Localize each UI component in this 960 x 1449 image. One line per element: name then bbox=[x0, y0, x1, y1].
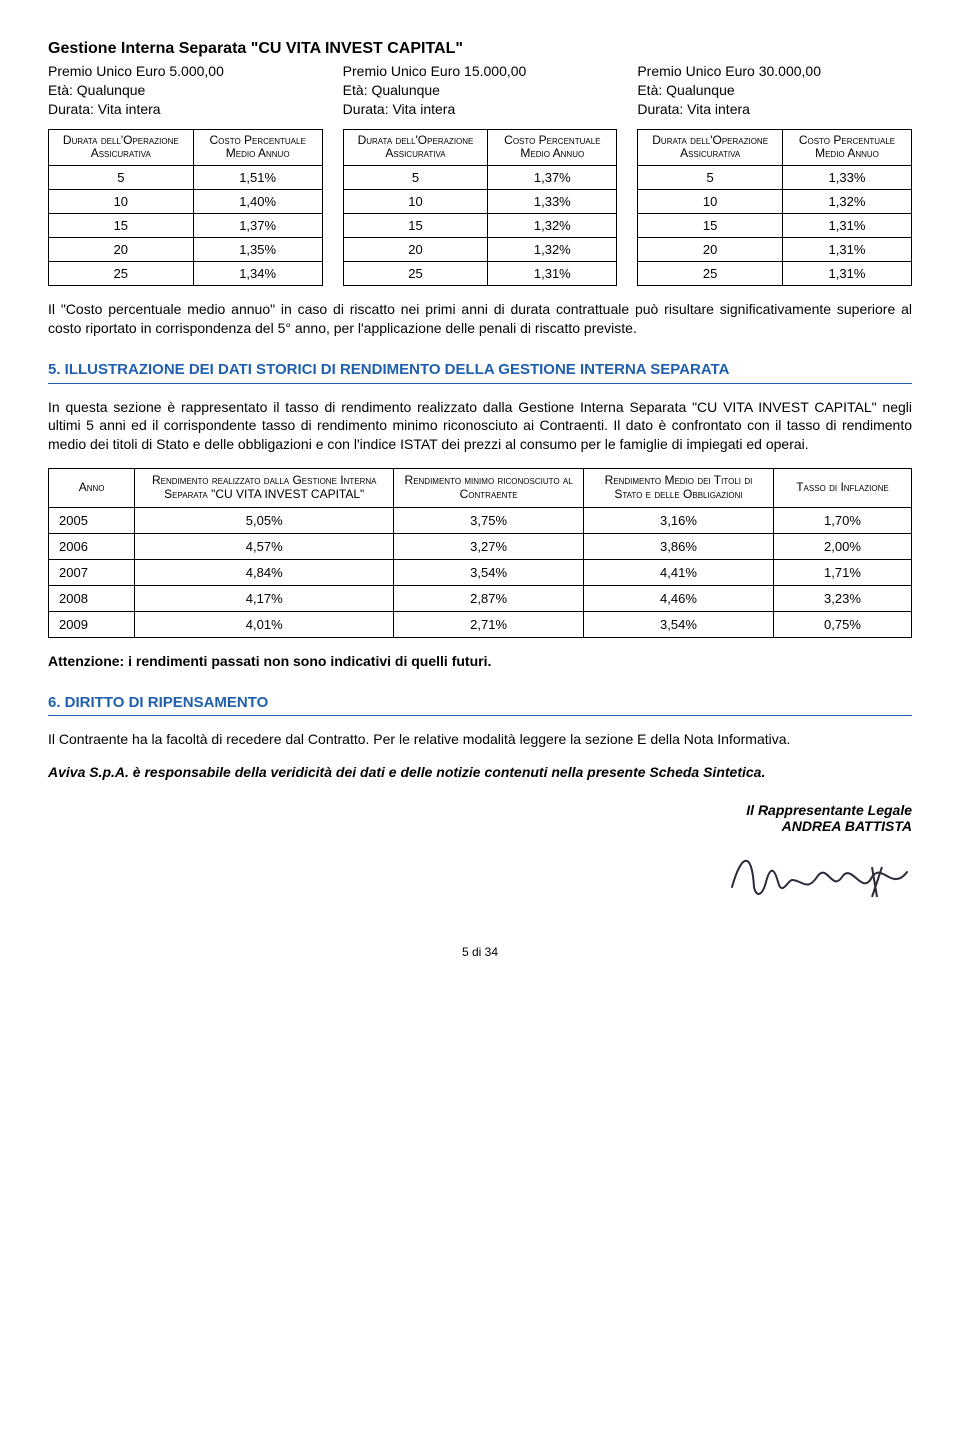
table-row: 201,32% bbox=[343, 238, 617, 262]
table-row: 51,37% bbox=[343, 166, 617, 190]
para-5a: In questa sezione è rappresentato il tas… bbox=[48, 398, 912, 455]
scenario-table: Durata dell'Operazione Assicurativa Cost… bbox=[343, 129, 618, 287]
table-row: 20064,57%3,27%3,86%2,00% bbox=[49, 533, 912, 559]
eta-label: Età: Qualunque bbox=[343, 81, 618, 100]
table-row: 201,31% bbox=[638, 238, 912, 262]
table-row: 151,31% bbox=[638, 214, 912, 238]
signature-block: Il Rappresentante Legale ANDREA BATTISTA bbox=[48, 802, 912, 834]
th-costo: Costo Percentuale Medio Annuo bbox=[193, 129, 322, 166]
th-tasso: Tasso di Inflazione bbox=[773, 469, 911, 508]
eta-label: Età: Qualunque bbox=[48, 81, 323, 100]
table-row: 51,51% bbox=[49, 166, 323, 190]
signature-icon bbox=[48, 842, 912, 905]
th-rend-realizzato: Rendimento realizzato dalla Gestione Int… bbox=[135, 469, 394, 508]
responsibility-text: Aviva S.p.A. è responsabile della veridi… bbox=[48, 763, 912, 782]
table-row: 151,37% bbox=[49, 214, 323, 238]
th-rend-medio: Rendimento Medio dei Titoli di Stato e d… bbox=[584, 469, 774, 508]
th-costo: Costo Percentuale Medio Annuo bbox=[488, 129, 617, 166]
scenario-col: Premio Unico Euro 5.000,00 Età: Qualunqu… bbox=[48, 62, 323, 286]
scenario-table: Durata dell'Operazione Assicurativa Cost… bbox=[48, 129, 323, 287]
scenario-columns: Premio Unico Euro 5.000,00 Età: Qualunqu… bbox=[48, 62, 912, 286]
premio-label: Premio Unico Euro 5.000,00 bbox=[48, 62, 323, 81]
para-6: Il Contraente ha la facoltà di recedere … bbox=[48, 730, 912, 749]
table-row: 201,35% bbox=[49, 238, 323, 262]
page-title: Gestione Interna Separata "CU VITA INVES… bbox=[48, 40, 912, 58]
section-5-heading: 5. ILLUSTRAZIONE DEI DATI STORICI DI REN… bbox=[48, 360, 912, 380]
history-table: Anno Rendimento realizzato dalla Gestion… bbox=[48, 468, 912, 638]
th-costo: Costo Percentuale Medio Annuo bbox=[782, 129, 911, 166]
table-row: 251,31% bbox=[343, 262, 617, 286]
page-footer: 5 di 34 bbox=[48, 945, 912, 959]
warning-text: Attenzione: i rendimenti passati non son… bbox=[48, 652, 912, 671]
premio-label: Premio Unico Euro 15.000,00 bbox=[343, 62, 618, 81]
table-row: 20094,01%2,71%3,54%0,75% bbox=[49, 611, 912, 637]
rep-name: ANDREA BATTISTA bbox=[48, 818, 912, 834]
scenario-table: Durata dell'Operazione Assicurativa Cost… bbox=[637, 129, 912, 287]
para-costo: Il "Costo percentuale medio annuo" in ca… bbox=[48, 300, 912, 338]
th-anno: Anno bbox=[49, 469, 135, 508]
rep-label: Il Rappresentante Legale bbox=[48, 802, 912, 818]
table-row: 20055,05%3,75%3,16%1,70% bbox=[49, 507, 912, 533]
table-row: 101,33% bbox=[343, 190, 617, 214]
table-row: 151,32% bbox=[343, 214, 617, 238]
th-durata: Durata dell'Operazione Assicurativa bbox=[638, 129, 783, 166]
table-row: 251,31% bbox=[638, 262, 912, 286]
premio-label: Premio Unico Euro 30.000,00 bbox=[637, 62, 912, 81]
table-row: 101,40% bbox=[49, 190, 323, 214]
section-divider bbox=[48, 383, 912, 384]
durata-label: Durata: Vita intera bbox=[48, 100, 323, 119]
table-row: 251,34% bbox=[49, 262, 323, 286]
scenario-col: Premio Unico Euro 30.000,00 Età: Qualunq… bbox=[637, 62, 912, 286]
section-divider bbox=[48, 715, 912, 716]
table-row: 20084,17%2,87%4,46%3,23% bbox=[49, 585, 912, 611]
th-durata: Durata dell'Operazione Assicurativa bbox=[49, 129, 194, 166]
durata-label: Durata: Vita intera bbox=[343, 100, 618, 119]
durata-label: Durata: Vita intera bbox=[637, 100, 912, 119]
table-row: 101,32% bbox=[638, 190, 912, 214]
table-row: 51,33% bbox=[638, 166, 912, 190]
scenario-col: Premio Unico Euro 15.000,00 Età: Qualunq… bbox=[343, 62, 618, 286]
section-6-heading: 6. DIRITTO DI RIPENSAMENTO bbox=[48, 693, 912, 713]
th-rend-minimo: Rendimento minimo riconosciuto al Contra… bbox=[394, 469, 584, 508]
eta-label: Età: Qualunque bbox=[637, 81, 912, 100]
th-durata: Durata dell'Operazione Assicurativa bbox=[343, 129, 488, 166]
table-row: 20074,84%3,54%4,41%1,71% bbox=[49, 559, 912, 585]
